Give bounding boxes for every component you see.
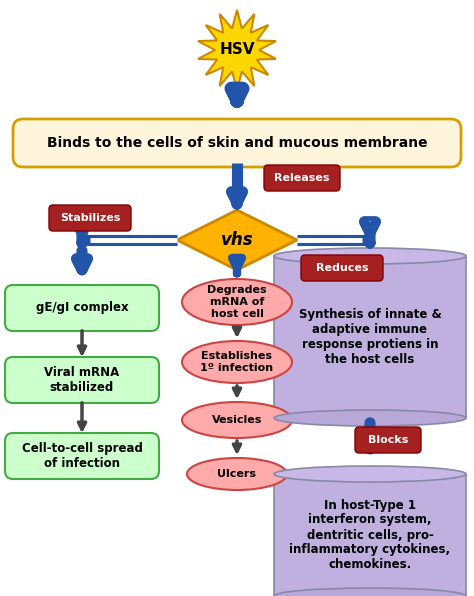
FancyBboxPatch shape xyxy=(5,357,159,403)
Text: Establishes
1º infection: Establishes 1º infection xyxy=(201,351,273,373)
Text: Binds to the cells of skin and mucous membrane: Binds to the cells of skin and mucous me… xyxy=(46,136,428,150)
Ellipse shape xyxy=(274,248,466,264)
Bar xyxy=(274,474,466,596)
Ellipse shape xyxy=(187,458,287,490)
Text: Blocks: Blocks xyxy=(368,435,408,445)
Text: Degrades
mRNA of
host cell: Degrades mRNA of host cell xyxy=(207,285,267,319)
FancyBboxPatch shape xyxy=(355,427,421,453)
Ellipse shape xyxy=(182,279,292,325)
Ellipse shape xyxy=(274,588,466,596)
FancyBboxPatch shape xyxy=(5,433,159,479)
Text: vhs: vhs xyxy=(221,231,253,249)
Text: Stabilizes: Stabilizes xyxy=(60,213,120,223)
Text: Cell-to-cell spread
of infection: Cell-to-cell spread of infection xyxy=(21,442,143,470)
Ellipse shape xyxy=(274,410,466,426)
Text: gE/gI complex: gE/gI complex xyxy=(36,302,128,315)
FancyBboxPatch shape xyxy=(13,119,461,167)
Ellipse shape xyxy=(274,466,466,482)
Polygon shape xyxy=(198,10,276,90)
Ellipse shape xyxy=(182,341,292,383)
FancyBboxPatch shape xyxy=(301,255,383,281)
Bar xyxy=(274,256,466,418)
Text: Viral mRNA
stabilized: Viral mRNA stabilized xyxy=(45,366,119,394)
Text: Vesicles: Vesicles xyxy=(212,415,262,425)
FancyBboxPatch shape xyxy=(49,205,131,231)
Text: Ulcers: Ulcers xyxy=(218,469,256,479)
FancyBboxPatch shape xyxy=(264,165,340,191)
Text: Reduces: Reduces xyxy=(316,263,368,273)
Polygon shape xyxy=(177,210,297,270)
Ellipse shape xyxy=(182,402,292,438)
Text: Releases: Releases xyxy=(274,173,330,183)
Text: In host-Type 1
interferon system,
dentritic cells, pro-
inflammatory cytokines,
: In host-Type 1 interferon system, dentri… xyxy=(290,498,451,572)
Text: Synthesis of innate &
adaptive immune
response protiens in
the host cells: Synthesis of innate & adaptive immune re… xyxy=(299,308,441,366)
Text: HSV: HSV xyxy=(219,42,255,57)
FancyBboxPatch shape xyxy=(5,285,159,331)
